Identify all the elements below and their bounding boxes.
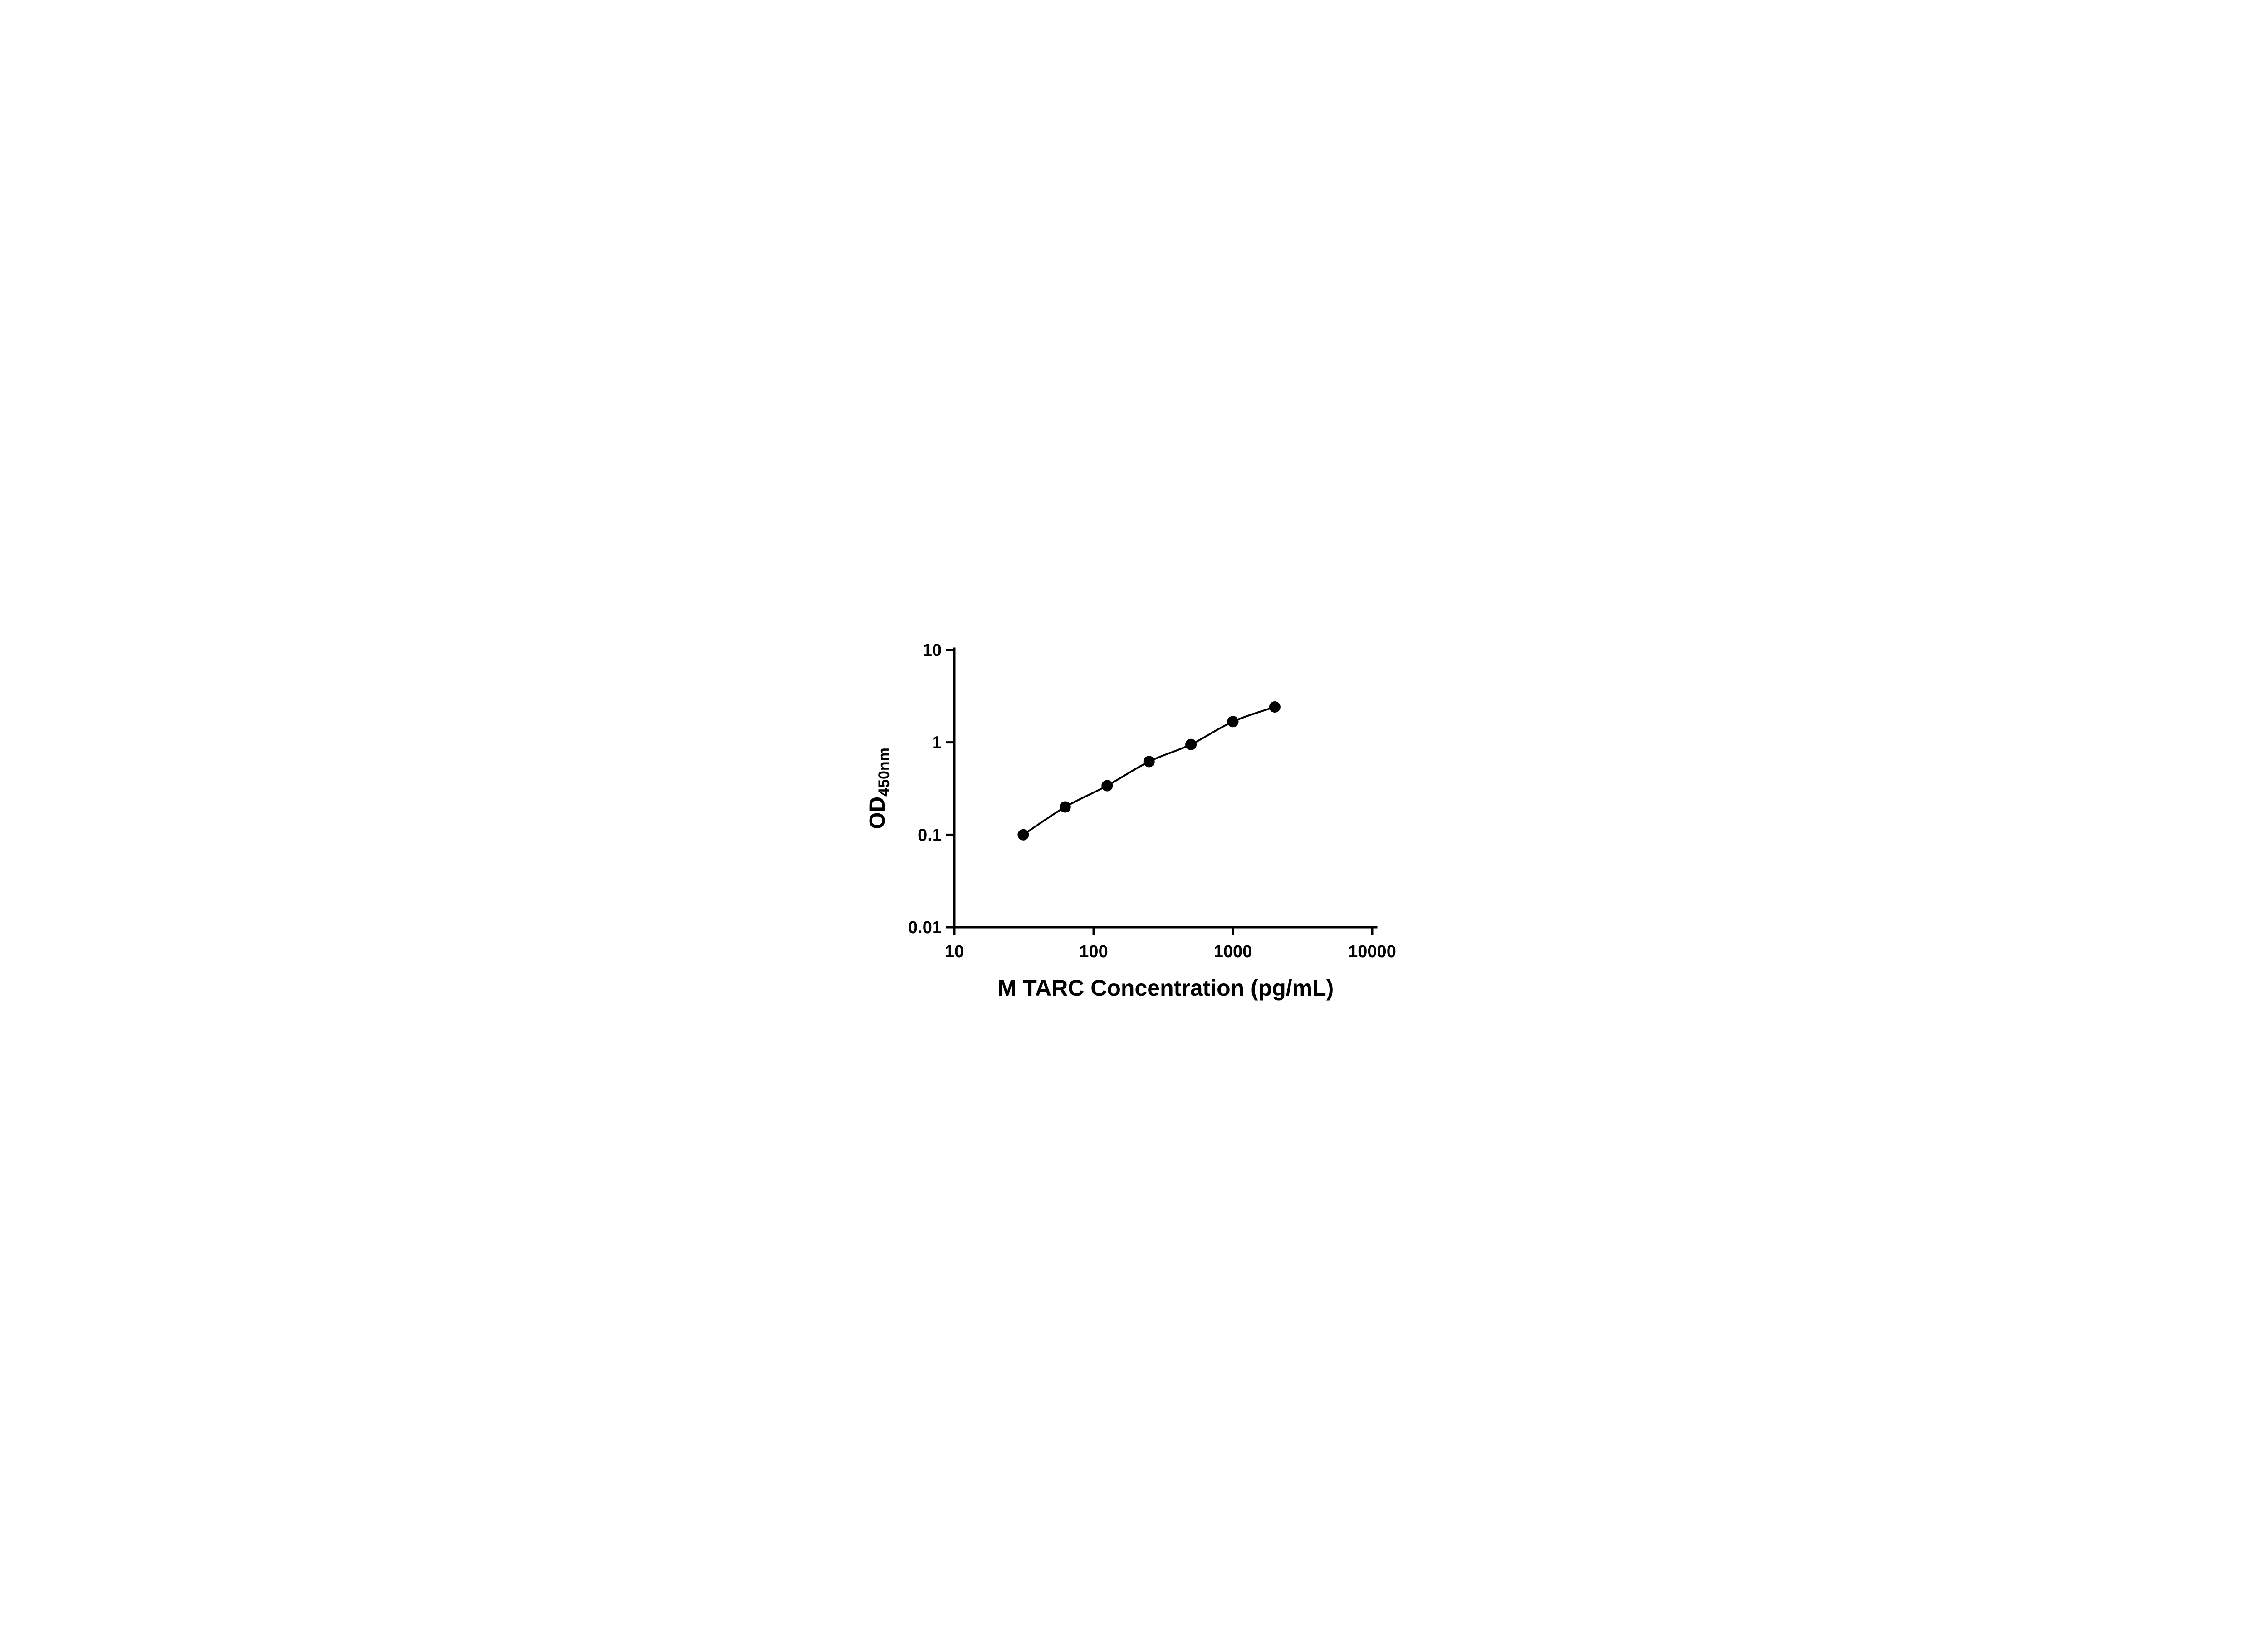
y-tick-labels: 0.01 0.1 1 10 — [908, 641, 942, 937]
y-tick-label: 1 — [932, 733, 941, 753]
data-point — [1017, 829, 1029, 841]
data-point — [1059, 801, 1071, 813]
series-line — [1022, 706, 1275, 836]
x-tick-labels: 10 100 1000 10000 — [944, 942, 1396, 961]
x-tick-label: 10 — [944, 942, 963, 961]
series-line-group — [1022, 706, 1275, 836]
axes — [946, 647, 1377, 935]
data-point — [1143, 756, 1155, 768]
y-tick-label: 0.1 — [918, 826, 942, 845]
series-points-group — [1017, 701, 1281, 841]
y-axis-title-main: OD — [865, 797, 890, 829]
x-ticks — [953, 927, 1373, 935]
y-axis-title-subscript: 450nm — [875, 748, 893, 797]
standard-curve-chart: 0.01 0.1 1 10 10 100 1000 10000 M TARC Concent… — [843, 612, 1426, 1021]
x-tick-label: 100 — [1079, 942, 1108, 961]
x-axis-title: M TARC Concentration (pg/mL) — [997, 975, 1334, 1001]
x-tick-label: 10000 — [1348, 942, 1396, 961]
y-tick-label: 10 — [922, 641, 941, 660]
chart-canvas: 0.01 0.1 1 10 10 100 1000 10000 M TARC Concent… — [865, 641, 1396, 1001]
data-point — [1101, 780, 1113, 792]
data-point — [1227, 716, 1238, 728]
y-ticks — [946, 649, 954, 929]
y-axis-title: OD450nm — [865, 748, 893, 829]
x-tick-label: 1000 — [1213, 942, 1252, 961]
data-point — [1269, 701, 1281, 713]
y-tick-label: 0.01 — [908, 918, 942, 937]
data-point — [1185, 738, 1197, 750]
